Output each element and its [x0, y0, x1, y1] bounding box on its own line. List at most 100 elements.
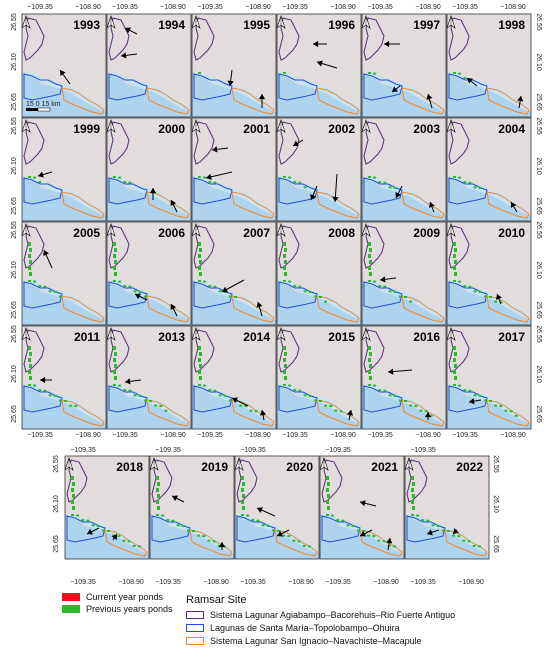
arrow-head-icon: [346, 410, 354, 416]
previous-ponds-mark: [283, 346, 286, 350]
previous-ponds-mark: [454, 248, 457, 252]
previous-ponds-mark: [298, 389, 302, 392]
lon-tick-label: −109.35: [325, 447, 351, 454]
previous-ponds-mark: [504, 409, 508, 412]
year-label: 2011: [74, 330, 100, 344]
year-label: 2001: [243, 122, 270, 136]
lon-tick-label: −108.90: [245, 4, 271, 11]
previous-ponds-mark: [383, 389, 387, 392]
previous-ponds-mark: [436, 524, 440, 527]
arrow-head-icon: [395, 192, 402, 198]
previous-ponds-mark: [458, 176, 462, 179]
year-label: 1994: [158, 18, 185, 32]
arrow-head-icon: [277, 530, 283, 537]
previous-ponds-mark: [123, 181, 127, 184]
lon-tick-label: −109.35: [282, 432, 308, 439]
previous-ponds-mark: [28, 358, 31, 362]
previous-ponds-mark: [429, 414, 433, 417]
previous-ponds-mark: [127, 540, 131, 543]
lat-tick-label: 25.65: [535, 93, 542, 111]
previous-ponds-mark: [324, 300, 328, 303]
previous-ponds-mark: [473, 186, 477, 189]
lon-tick-label: −109.35: [197, 432, 223, 439]
previous-ponds-mark: [33, 176, 37, 179]
lat-tick-label: 25.65: [53, 535, 60, 553]
previous-ponds-mark: [114, 364, 117, 368]
arrow-head-icon: [232, 397, 238, 404]
panel-frame: [446, 221, 532, 326]
previous-ponds-mark: [74, 405, 78, 408]
previous-ponds-mark: [218, 290, 222, 293]
year-label: 2008: [328, 226, 355, 240]
panel-frame: [106, 117, 192, 222]
previous-ponds-mark: [143, 399, 147, 402]
previous-ponds-mark: [378, 181, 382, 184]
previous-ponds-mark: [118, 176, 122, 179]
previous-ponds-mark: [71, 488, 74, 492]
previous-ponds-mark: [453, 384, 456, 386]
previous-ponds-mark: [251, 519, 255, 522]
previous-ponds-mark: [326, 488, 329, 492]
previous-ponds-mark: [411, 500, 414, 504]
previous-ponds-mark: [198, 176, 201, 178]
panel-frame: [446, 325, 532, 430]
previous-ponds-mark: [234, 296, 237, 298]
lat-tick-label: 26.55: [492, 455, 499, 473]
santa-maria-swatch: [186, 624, 204, 632]
previous-ponds-mark: [392, 545, 396, 548]
previous-ponds-mark: [207, 539, 211, 542]
previous-ponds-mark: [241, 476, 244, 480]
previous-ponds-mark: [453, 72, 456, 74]
year-label: 2017: [498, 330, 525, 344]
year-label: 2000: [158, 122, 185, 136]
previous-ponds-mark: [198, 358, 201, 362]
previous-ponds-mark: [198, 242, 201, 246]
lat-tick-label: 26.55: [11, 117, 18, 135]
legend-current-ponds: Current year ponds: [62, 592, 163, 602]
previous-ponds-mark: [336, 519, 340, 522]
previous-ponds-mark: [288, 384, 292, 387]
previous-ponds-mark: [283, 370, 286, 374]
previous-ponds-mark: [308, 394, 312, 397]
previous-ponds-mark: [369, 376, 372, 380]
san-ignacio-swatch: [186, 637, 204, 645]
previous-ponds-mark: [72, 506, 75, 510]
previous-ponds-mark: [213, 389, 217, 392]
previous-ponds-mark: [509, 410, 513, 413]
previous-ponds-mark: [113, 358, 116, 362]
lat-tick-label: 25.65: [11, 93, 18, 111]
previous-ponds-mark: [288, 176, 292, 179]
previous-ponds-mark: [313, 399, 317, 402]
previous-ponds-mark: [171, 519, 175, 522]
previous-ponds-mark: [362, 530, 365, 532]
arrow-head-icon: [332, 196, 339, 202]
previous-ponds-swatch: [62, 605, 80, 613]
previous-ponds-mark: [326, 500, 329, 504]
lon-tick-label: −109.35: [112, 432, 138, 439]
previous-ponds-mark: [368, 242, 371, 246]
lat-tick-label: 26.55: [11, 325, 18, 343]
previous-ponds-mark: [462, 539, 466, 542]
previous-ponds-mark: [489, 400, 492, 402]
previous-ponds-mark: [213, 181, 217, 184]
previous-ponds-mark: [441, 529, 445, 532]
previous-ponds-mark: [114, 352, 117, 356]
arrow-head-icon: [135, 293, 141, 300]
previous-ponds-mark: [478, 394, 482, 397]
arrow-head-icon: [149, 188, 157, 194]
previous-ponds-mark: [199, 364, 202, 368]
year-label: 2003: [413, 122, 440, 136]
previous-ponds-mark: [208, 181, 212, 184]
previous-ponds-mark: [478, 186, 482, 189]
previous-ponds-mark: [212, 540, 216, 543]
previous-ponds-mark: [457, 535, 461, 538]
previous-ponds-mark: [473, 394, 477, 397]
previous-ponds-mark: [242, 506, 245, 510]
lon-tick-label: −108.90: [330, 4, 356, 11]
map-panel: 2008: [276, 221, 362, 326]
panel-frame: [361, 117, 447, 222]
lon-tick-label: −109.35: [282, 4, 308, 11]
lat-tick-label: 25.65: [492, 535, 499, 553]
panel-frame: [21, 117, 107, 222]
arrow-head-icon: [469, 398, 475, 405]
